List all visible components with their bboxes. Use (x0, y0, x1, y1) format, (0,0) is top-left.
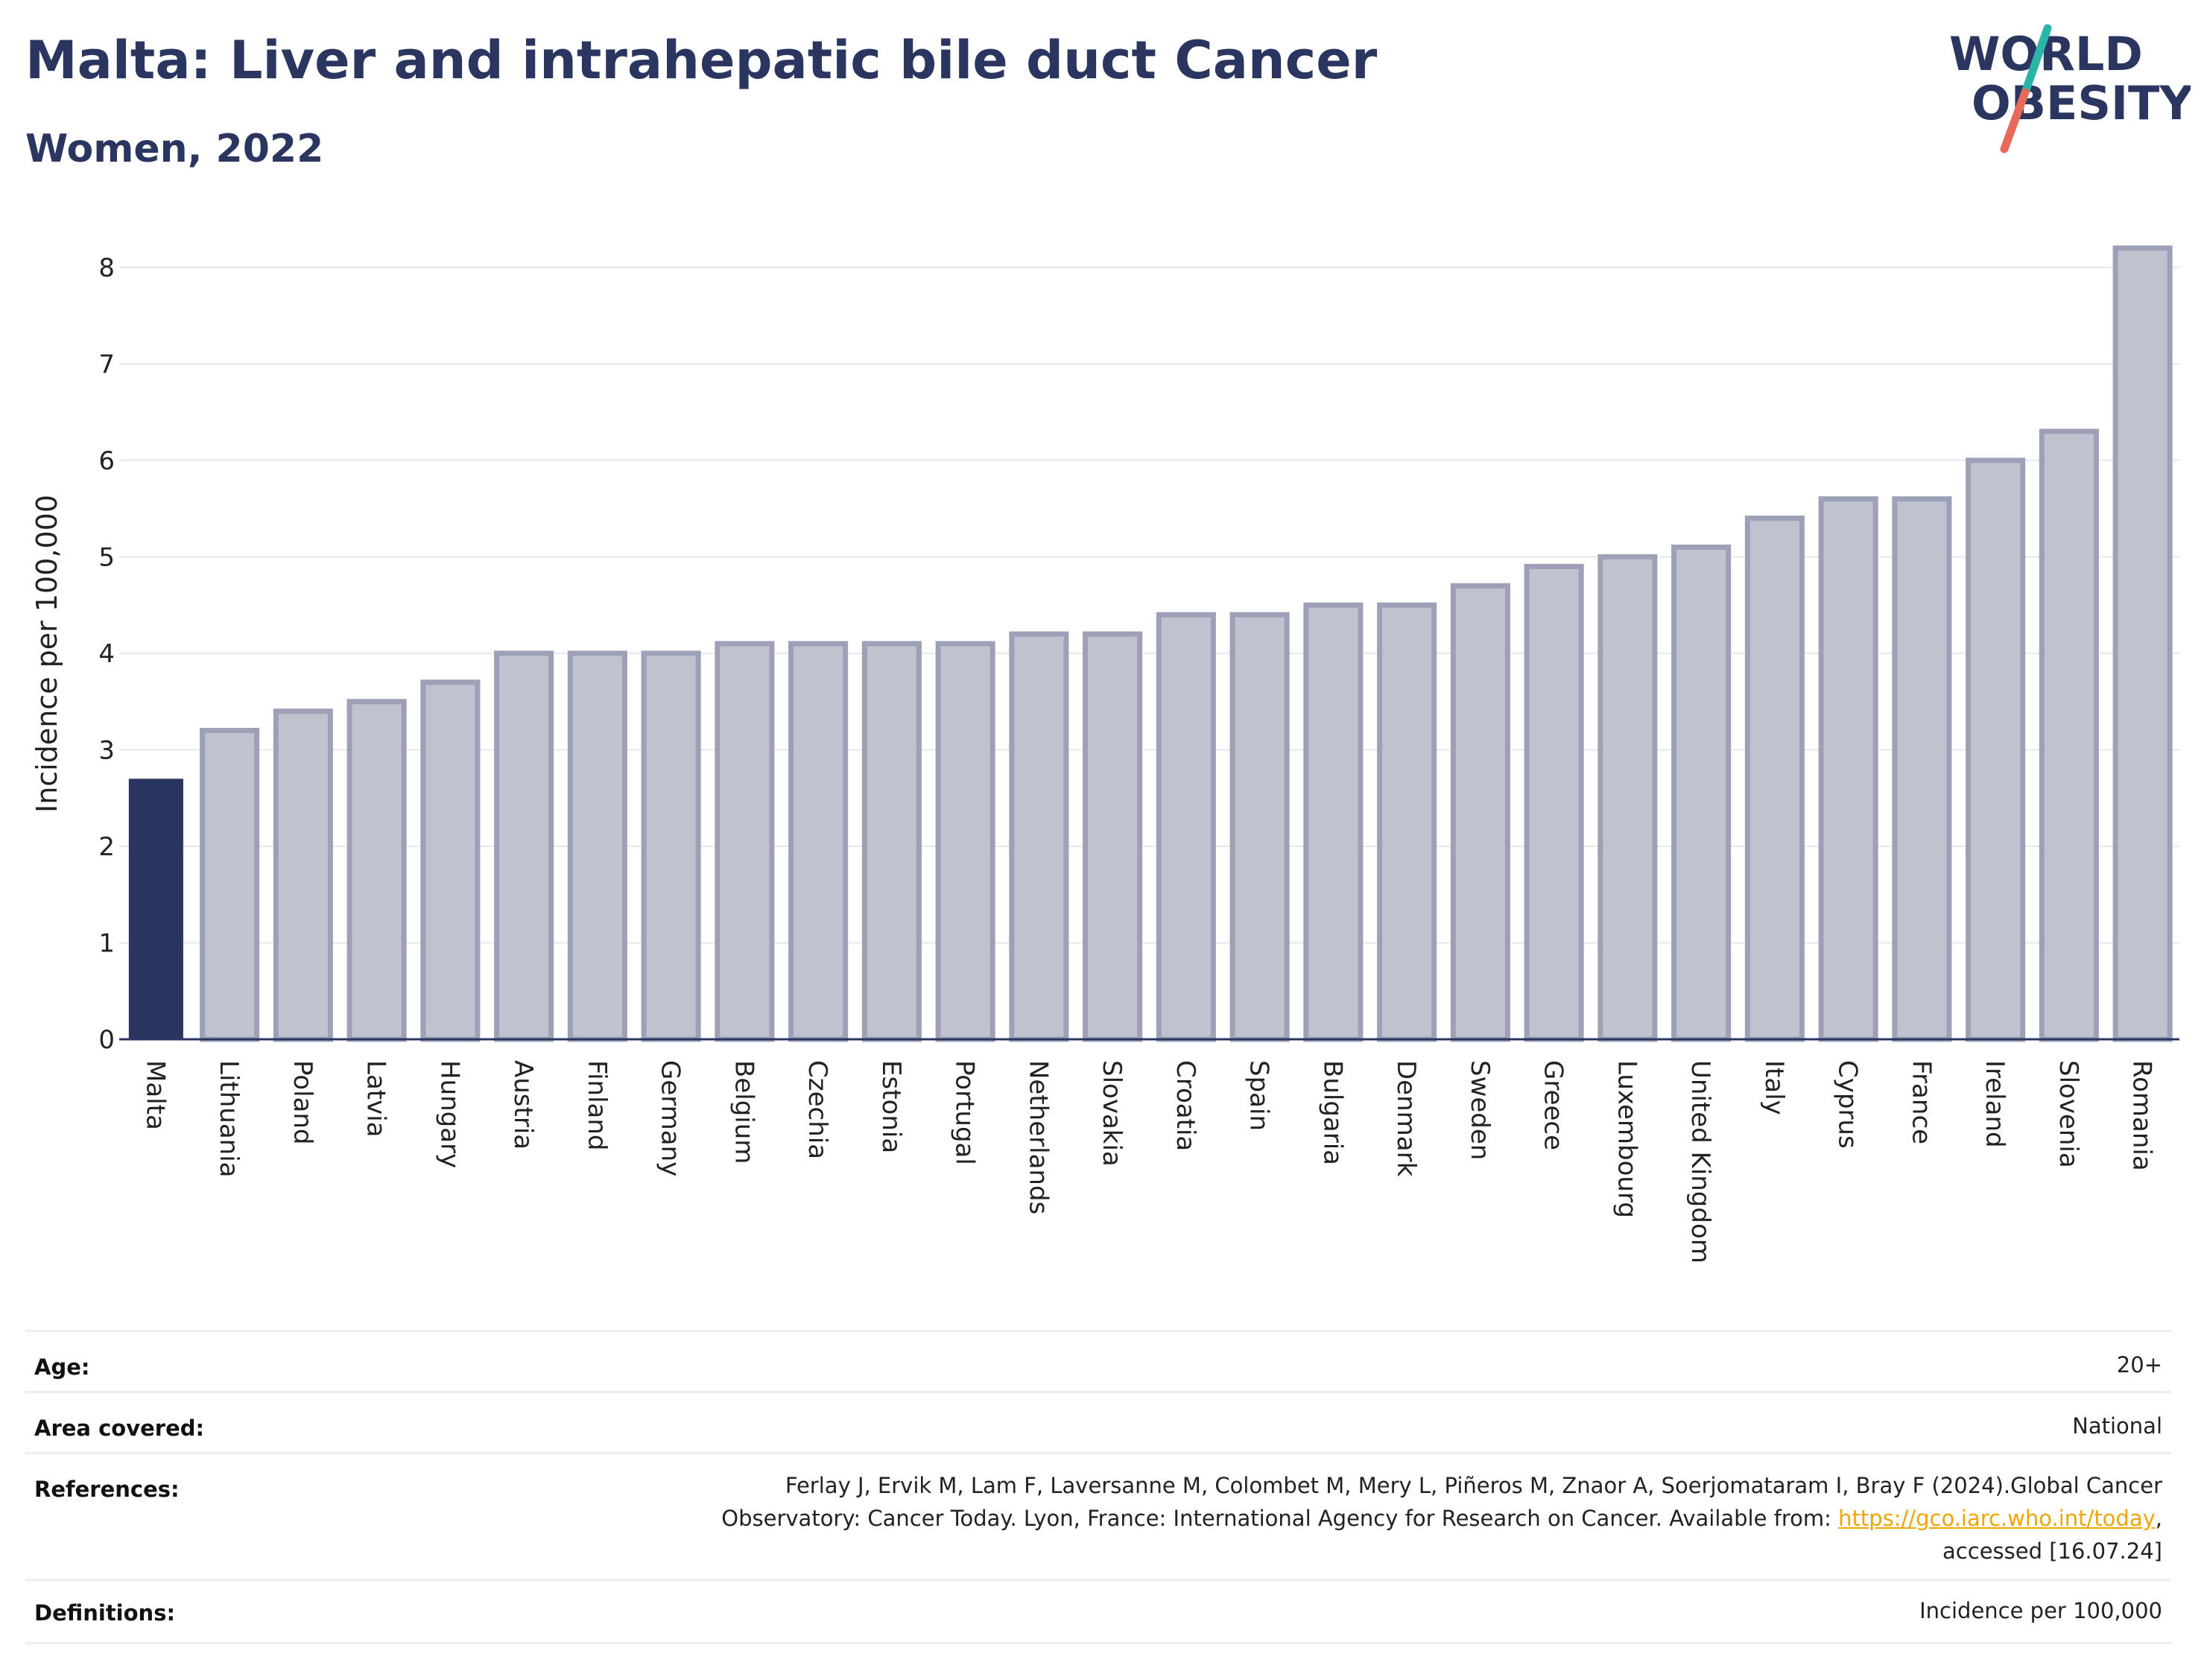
bar-united-kingdom (1671, 544, 1732, 1042)
bar-france (1892, 496, 1952, 1042)
x-tick-label: Greece (1539, 1060, 1568, 1150)
y-tick-label: 7 (98, 349, 115, 379)
bar-hungary (420, 679, 481, 1042)
logo-text-obesity: OBESITY (1972, 76, 2191, 130)
x-tick-label: Austria (508, 1060, 538, 1150)
x-tick-label: Hungary (434, 1060, 464, 1168)
bar-luxembourg (1597, 554, 1658, 1042)
bar-spain (1229, 612, 1290, 1042)
bar-italy (1744, 516, 1805, 1042)
x-tick-label: Sweden (1465, 1060, 1495, 1160)
x-tick-label: Poland (288, 1060, 317, 1145)
x-tick-label: Estonia (876, 1060, 906, 1153)
x-tick-label: Cyprus (1833, 1060, 1863, 1149)
y-tick-label: 2 (98, 832, 115, 862)
references-link[interactable]: https://gco.iarc.who.int/today (1838, 1506, 2156, 1531)
references-line-2: Observatory: Cancer Today. Lyon, France:… (721, 1502, 2162, 1535)
x-tick-label: Bulgaria (1317, 1060, 1347, 1165)
x-tick-label: Luxembourg (1612, 1060, 1641, 1218)
bar-belgium (715, 641, 775, 1042)
bar-poland (273, 709, 333, 1042)
bar-ireland (1966, 457, 2026, 1042)
bar-finland (567, 650, 627, 1042)
y-tick-label: 5 (98, 542, 115, 572)
bar-romania (2112, 245, 2173, 1042)
x-tick-labels: Malta Lithuania Poland Latvia Hungary Austria… (140, 1060, 2156, 1264)
x-tick-label: Spain (1244, 1060, 1274, 1131)
bar-estonia (861, 641, 922, 1042)
y-tick-label: 3 (98, 735, 115, 765)
references-label: References: (34, 1477, 180, 1502)
x-tick-label: Malta (140, 1060, 170, 1130)
x-tick-label: Germany (656, 1060, 685, 1176)
x-tick-label: Lithuania (214, 1060, 244, 1177)
x-tick-label: France (1906, 1060, 1936, 1144)
bar-cyprus (1818, 496, 1878, 1042)
bar-sweden (1450, 583, 1510, 1042)
y-axis-label: Incidence per 100,000 (31, 495, 63, 813)
x-tick-label: Croatia (1171, 1060, 1200, 1151)
bar-slovenia (2039, 428, 2099, 1042)
references-line-2-text: Observatory: Cancer Today. Lyon, France:… (721, 1506, 1839, 1531)
age-label: Age: (34, 1354, 90, 1380)
bar-croatia (1156, 612, 1216, 1042)
x-tick-label: Czechia (802, 1060, 832, 1159)
world-obesity-logo: WORLD OBESITY (1949, 24, 2191, 153)
bar-germany (641, 650, 701, 1042)
bar-slovakia (1083, 631, 1143, 1042)
bar-czechia (788, 641, 849, 1042)
references-line-3: accessed [16.07.24] (1942, 1538, 2162, 1564)
x-tick-label: Portugal (950, 1060, 980, 1165)
x-tick-label: Finland (582, 1060, 612, 1151)
bar-lithuania (200, 728, 260, 1042)
bar-latvia (346, 699, 407, 1042)
info-row-age: Age: 20+ (25, 1330, 2171, 1393)
area-label: Area covered: (34, 1416, 205, 1441)
x-tick-label: Ireland (1980, 1060, 2010, 1148)
chart-title: Malta: Liver and intrahepatic bile duct … (25, 30, 1378, 91)
definitions-value: Incidence per 100,000 (1919, 1598, 2162, 1623)
x-tick-label: Netherlands (1023, 1060, 1053, 1214)
y-tick-label: 4 (98, 639, 115, 669)
references-line-2-end: , (2155, 1506, 2162, 1531)
y-tick-labels: 0 1 2 3 4 5 6 7 8 (98, 253, 115, 1055)
logo-slash-coral (2000, 88, 2030, 153)
bar-greece (1524, 563, 1584, 1042)
bar-bulgaria (1303, 602, 1364, 1042)
y-tick-label: 6 (98, 446, 115, 476)
age-value: 20+ (2116, 1352, 2162, 1378)
info-row-definitions: Definitions: Incidence per 100,000 (25, 1579, 2171, 1644)
references-line-1: Ferlay J, Ervik M, Lam F, Laversanne M, … (785, 1473, 2162, 1498)
logo-slash-teal (2021, 24, 2052, 97)
references-value: Ferlay J, Ervik M, Lam F, Laversanne M, … (721, 1469, 2162, 1568)
x-tick-label: Latvia (361, 1060, 391, 1138)
x-tick-label: United Kingdom (1685, 1060, 1715, 1264)
x-tick-label: Slovakia (1097, 1060, 1127, 1167)
x-tick-label: Denmark (1391, 1060, 1421, 1177)
bar-netherlands (1009, 631, 1069, 1042)
bar-portugal (935, 641, 995, 1042)
info-row-area: Area covered: National (25, 1391, 2171, 1454)
bar-denmark (1377, 602, 1437, 1042)
y-tick-label: 8 (98, 253, 115, 283)
x-tick-label: Slovenia (2053, 1060, 2083, 1168)
chart-subtitle: Women, 2022 (25, 127, 324, 171)
y-tick-label: 1 (98, 928, 115, 958)
bars (128, 245, 2173, 1042)
area-value: National (2072, 1413, 2162, 1439)
x-tick-label: Italy (1759, 1060, 1789, 1115)
y-tick-label: 0 (98, 1025, 115, 1055)
info-row-references: References: Ferlay J, Ervik M, Lam F, La… (25, 1452, 2171, 1581)
definitions-label: Definitions: (34, 1600, 176, 1626)
bar-austria (494, 650, 554, 1042)
bar-malta (128, 779, 183, 1039)
x-tick-label: Belgium (729, 1060, 759, 1164)
bar-chart: 0 1 2 3 4 5 6 7 8 Malta Lithuania Poland Latvia Hung… (31, 245, 2179, 1264)
x-tick-label: Romania (2127, 1060, 2157, 1171)
